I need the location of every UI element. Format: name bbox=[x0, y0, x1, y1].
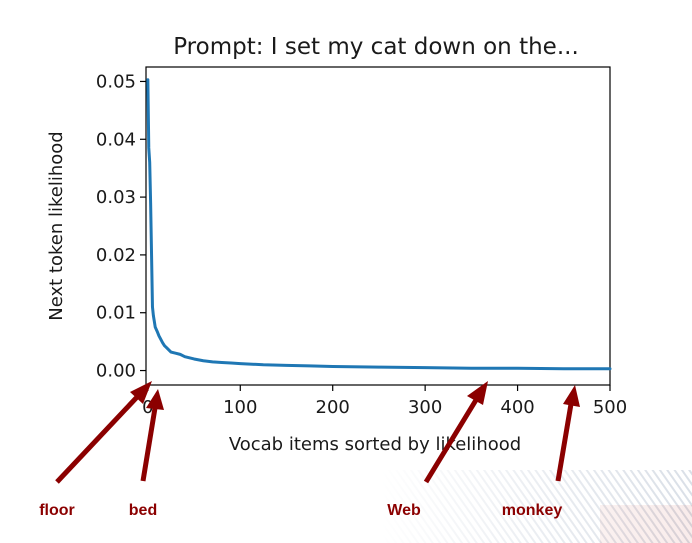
arrow-web bbox=[423, 381, 488, 484]
plot-frame bbox=[145, 66, 611, 386]
annotation-label-floor: floor bbox=[39, 502, 75, 519]
decorative-stripes bbox=[380, 470, 692, 543]
x-tick-label: 500 bbox=[593, 397, 627, 418]
y-axis-ticks: 0.00 0.01 0.02 0.03 0.04 0.05 bbox=[96, 71, 146, 382]
series-line bbox=[146, 78, 612, 371]
arrow-floor bbox=[55, 381, 152, 484]
x-tick-label: 200 bbox=[316, 397, 350, 418]
annotation-label-bed: bed bbox=[129, 502, 157, 519]
x-tick-label: 400 bbox=[500, 397, 534, 418]
annotation-label-web: Web bbox=[387, 502, 421, 519]
arrow-monkey bbox=[555, 385, 580, 482]
x-axis-ticks: 0100200300400500 bbox=[142, 385, 627, 418]
y-tick-label: 0.00 bbox=[96, 361, 136, 382]
y-tick-label: 0.04 bbox=[96, 129, 136, 150]
annotation-label-monkey: monkey bbox=[502, 502, 563, 519]
annotation-arrows bbox=[55, 381, 580, 484]
x-axis-label: Vocab items sorted by likelihood bbox=[229, 434, 521, 455]
x-tick-label: 300 bbox=[408, 397, 442, 418]
y-tick-label: 0.01 bbox=[96, 303, 136, 324]
y-tick-label: 0.02 bbox=[96, 245, 136, 266]
x-tick-label: 100 bbox=[223, 397, 257, 418]
y-axis-label: Next token likelihood bbox=[46, 131, 67, 320]
y-tick-label: 0.05 bbox=[96, 71, 136, 92]
chart-title: Prompt: I set my cat down on the... bbox=[173, 34, 579, 60]
y-tick-label: 0.03 bbox=[96, 187, 136, 208]
arrow-bed bbox=[140, 389, 164, 482]
